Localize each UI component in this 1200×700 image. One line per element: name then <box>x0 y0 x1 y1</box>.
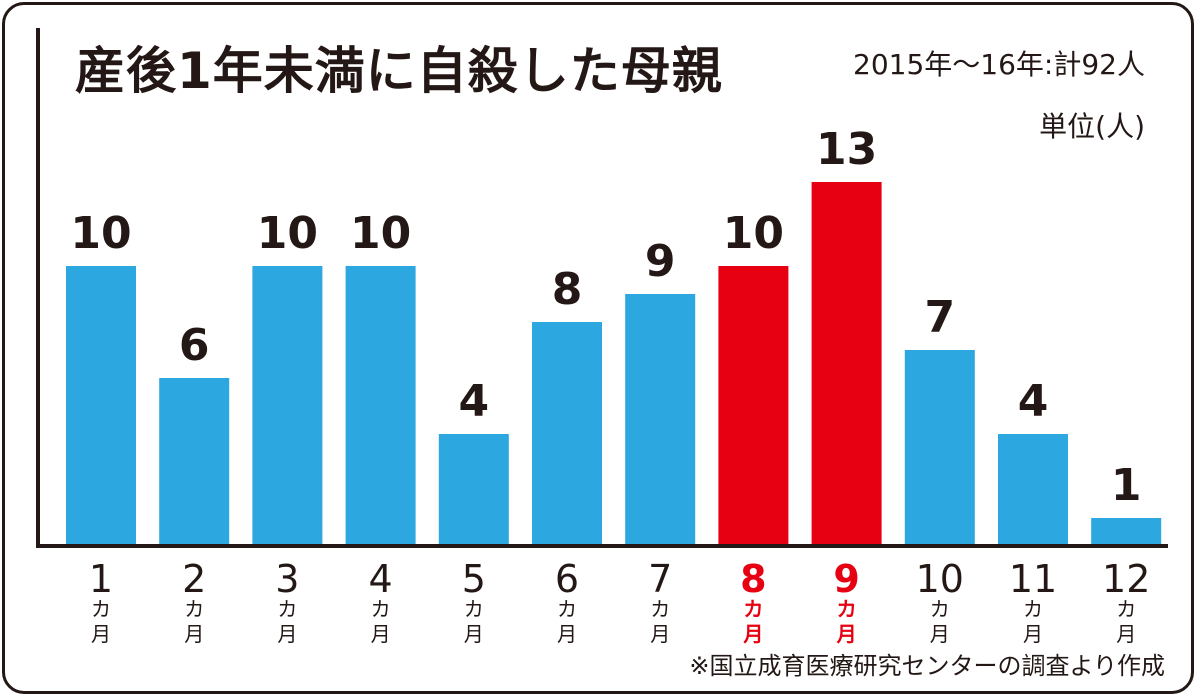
value-label-month-1: 10 <box>70 208 131 259</box>
x-tick-suffix-ka: カ <box>743 597 763 621</box>
x-tick-suffix-ka: カ <box>371 597 391 621</box>
x-tick-suffix-ka: カ <box>277 597 297 621</box>
x-tick-suffix-ka: カ <box>557 597 577 621</box>
value-label-month-3: 10 <box>257 208 318 259</box>
bar-month-2 <box>159 378 230 546</box>
x-tick-label-month-2: 2 <box>182 557 206 601</box>
x-tick-suffix-ka: カ <box>1023 597 1043 621</box>
x-tick-suffix-tsuki: 月 <box>930 622 950 646</box>
x-tick-label-month-4: 4 <box>369 557 393 601</box>
bar-month-10 <box>904 350 975 546</box>
bar-month-4 <box>345 266 416 546</box>
x-tick-suffix-ka: カ <box>464 597 484 621</box>
x-tick-suffix-ka: カ <box>184 597 204 621</box>
x-tick-label-month-3: 3 <box>275 557 299 601</box>
x-tick-suffix-tsuki: 月 <box>650 622 670 646</box>
x-tick-suffix-tsuki: 月 <box>371 622 391 646</box>
x-tick-suffix-ka: カ <box>650 597 670 621</box>
chart-title: 産後1年未満に自殺した母親 <box>75 42 723 100</box>
value-label-month-6: 8 <box>552 264 583 315</box>
x-tick-suffix-ka: カ <box>930 597 950 621</box>
x-tick-label-month-1: 1 <box>89 557 113 601</box>
value-label-month-10: 7 <box>924 292 955 343</box>
value-label-month-2: 6 <box>179 320 210 371</box>
value-label-month-9: 13 <box>816 124 877 175</box>
x-tick-label-month-11: 11 <box>1009 557 1057 601</box>
x-tick-suffix-ka: カ <box>1116 597 1136 621</box>
x-tick-suffix-ka: カ <box>837 597 857 621</box>
bar-month-9 <box>811 182 882 546</box>
x-tick-label-month-5: 5 <box>462 557 486 601</box>
x-tick-label-month-9: 9 <box>833 557 859 601</box>
x-tick-suffix-tsuki: 月 <box>1023 622 1043 646</box>
x-tick-suffix-tsuki: 月 <box>1116 622 1136 646</box>
x-tick-label-month-6: 6 <box>555 557 579 601</box>
bar-month-7 <box>625 294 696 546</box>
bar-month-3 <box>252 266 323 546</box>
value-label-month-4: 10 <box>350 208 411 259</box>
x-tick-suffix-ka: カ <box>91 597 111 621</box>
value-label-month-12: 1 <box>1111 460 1142 511</box>
bar-month-11 <box>998 434 1068 546</box>
x-tick-suffix-tsuki: 月 <box>184 622 204 646</box>
bars-group <box>66 182 1162 546</box>
x-tick-suffix-tsuki: 月 <box>91 622 111 646</box>
value-label-month-5: 4 <box>458 376 489 427</box>
x-tick-suffix-tsuki: 月 <box>836 622 857 646</box>
x-tick-label-month-7: 7 <box>648 557 672 601</box>
value-label-month-8: 10 <box>723 208 784 259</box>
value-labels-group: 10 6 10 10 4 8 9 10 13 7 4 1 <box>70 124 1141 511</box>
x-tick-suffix-tsuki: 月 <box>557 622 577 646</box>
value-label-month-7: 9 <box>645 236 676 287</box>
bar-month-6 <box>532 322 602 546</box>
x-tick-label-month-10: 10 <box>916 557 964 601</box>
source-note: ※国立成育医療研究センターの調査より作成 <box>689 652 1165 680</box>
unit-label: 単位(人) <box>1039 110 1145 143</box>
bar-month-8 <box>718 266 789 546</box>
bar-month-12 <box>1091 518 1162 546</box>
x-tick-label-month-12: 12 <box>1102 557 1150 601</box>
x-tick-suffix-tsuki: 月 <box>277 622 297 646</box>
x-tick-label-month-8: 8 <box>740 557 766 601</box>
bar-month-5 <box>438 434 509 546</box>
bar-month-1 <box>66 266 136 546</box>
x-tick-suffix-tsuki: 月 <box>742 622 763 646</box>
value-label-month-11: 4 <box>1018 376 1049 427</box>
x-tick-suffix-tsuki: 月 <box>464 622 484 646</box>
chart-subtitle: 2015年〜16年:計92人 <box>853 48 1145 81</box>
